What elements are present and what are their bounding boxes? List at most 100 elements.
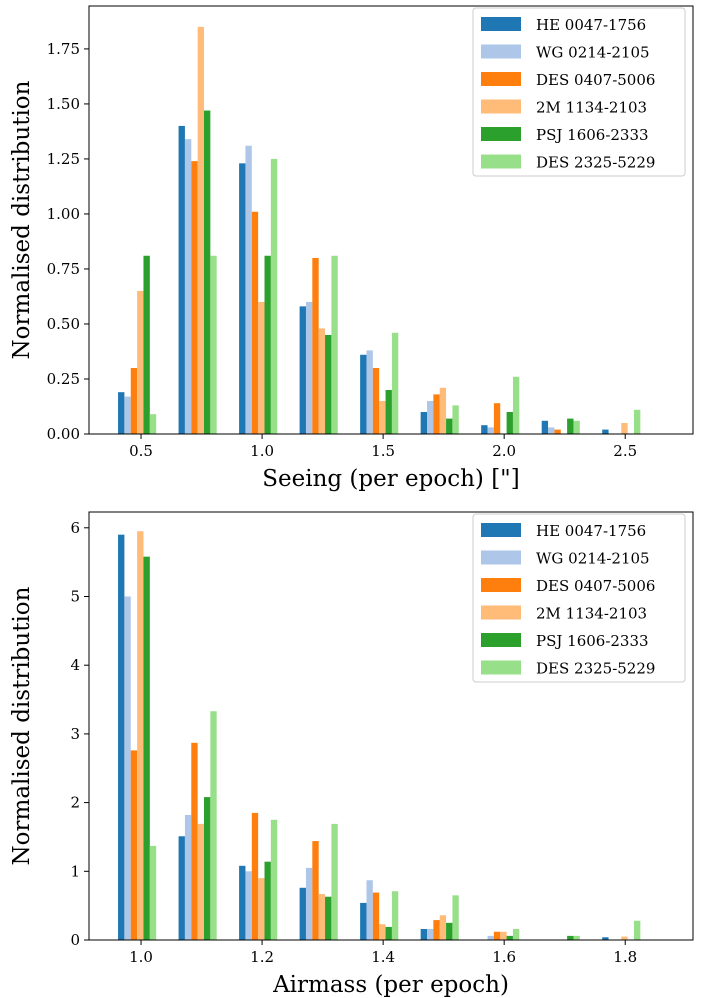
bar [191, 742, 198, 940]
legend-label: 2M 1134-2103 [536, 99, 647, 117]
y-axis-label: Normalised distribution [9, 586, 35, 865]
legend-swatch [481, 633, 521, 647]
bar [420, 411, 428, 434]
bar [143, 255, 150, 434]
y-tick-label: 1 [70, 862, 80, 880]
axes-frame [88, 5, 694, 435]
bar [366, 350, 373, 434]
bar [433, 920, 440, 940]
y-tick-label: 0 [70, 931, 80, 949]
bar [245, 871, 252, 940]
bar [573, 935, 580, 940]
bar [506, 935, 513, 940]
x-tick-label: 1.6 [492, 948, 516, 966]
bar [512, 376, 520, 434]
bar [452, 895, 459, 940]
legend-label: DES 0407-5006 [536, 577, 655, 595]
bar [366, 880, 373, 940]
bar [602, 937, 609, 940]
bar [270, 819, 278, 940]
y-tick-label: 1.00 [47, 205, 80, 223]
bar [573, 420, 580, 434]
bar [258, 878, 265, 940]
y-tick-label: 1.75 [47, 40, 80, 58]
bar [178, 836, 185, 940]
bar [239, 163, 246, 434]
bar [385, 389, 392, 434]
bar [567, 418, 574, 434]
bar [312, 841, 319, 940]
bar [251, 812, 259, 940]
bar [481, 425, 488, 434]
bar [541, 420, 549, 434]
bar [124, 596, 131, 940]
bar [633, 920, 641, 940]
bar [621, 936, 628, 940]
bar [385, 926, 392, 940]
legend-label: PSJ 1606-2333 [536, 126, 649, 144]
bar [137, 290, 144, 434]
y-tick-label: 0.00 [47, 425, 80, 443]
bar [305, 301, 313, 434]
bar [118, 392, 125, 434]
y-tick-label: 1.25 [47, 150, 80, 168]
bar [433, 394, 440, 434]
legend-swatch [481, 605, 521, 620]
legend-box [472, 7, 686, 177]
axes-frame [88, 511, 694, 941]
bar [305, 867, 313, 940]
bar [197, 823, 204, 940]
bar [372, 892, 380, 940]
bar [360, 902, 367, 940]
bar [318, 328, 326, 434]
bar [493, 931, 501, 940]
bar [331, 255, 338, 434]
x-tick-label: 1.5 [371, 442, 395, 460]
legend-swatch [481, 523, 521, 537]
bar [264, 861, 271, 940]
legend-swatch [481, 99, 521, 114]
bar [299, 306, 306, 434]
bar [427, 400, 434, 434]
x-tick-label: 1.8 [613, 948, 637, 966]
legend-swatch [481, 550, 521, 565]
y-axis-label: Normalised distribution [9, 80, 35, 359]
bar [130, 367, 138, 434]
x-tick-label: 2.5 [613, 442, 637, 460]
bar [506, 411, 513, 434]
x-tick-label: 2.0 [492, 442, 516, 460]
x-tick-label: 1.2 [250, 948, 274, 966]
bar [427, 929, 434, 940]
y-tick-label: 6 [70, 519, 80, 537]
bar [270, 158, 278, 434]
bar [512, 929, 520, 940]
bar [621, 422, 628, 434]
legend-swatch [481, 660, 521, 675]
x-tick-label: 0.5 [129, 442, 153, 460]
bar [184, 139, 192, 434]
bar [439, 915, 447, 940]
y-tick-label: 5 [70, 588, 80, 606]
bar [446, 922, 453, 940]
x-tick-label: 1.0 [129, 948, 153, 966]
bar [143, 556, 150, 940]
bar [258, 301, 265, 434]
y-tick-label: 0.75 [47, 260, 80, 278]
bar [446, 418, 453, 434]
bar [487, 427, 494, 434]
y-tick-label: 3 [70, 725, 80, 743]
y-tick-label: 1.50 [47, 95, 80, 113]
bar [391, 891, 399, 940]
y-tick-label: 0.25 [47, 370, 80, 388]
legend-box [472, 513, 686, 683]
bar [149, 845, 157, 940]
bar [554, 429, 561, 434]
y-tick-label: 2 [70, 794, 80, 812]
bar [500, 931, 507, 940]
bar [372, 367, 380, 434]
bar [379, 924, 386, 940]
bar [203, 110, 211, 435]
x-axis-label: Airmass (per epoch) [272, 972, 509, 998]
bar [452, 405, 459, 434]
